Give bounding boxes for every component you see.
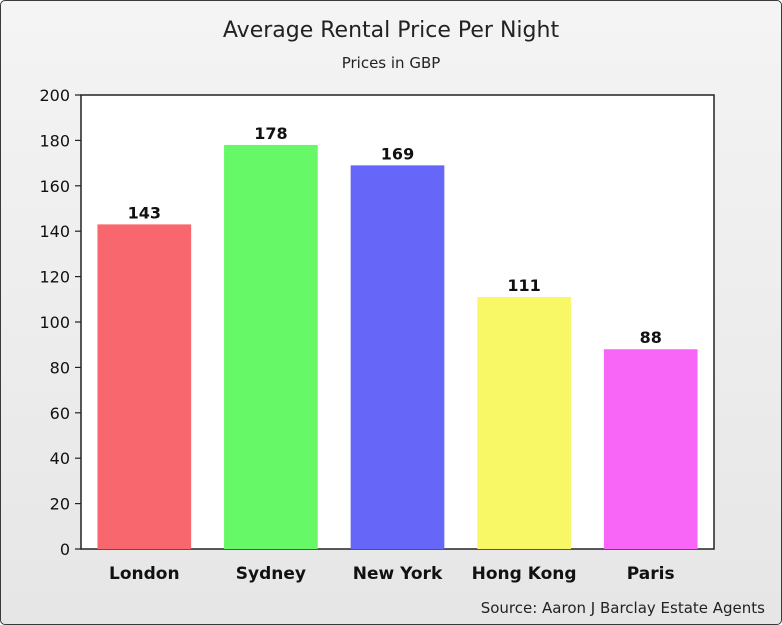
y-tick-label: 200	[39, 86, 70, 105]
y-tick-label: 0	[60, 540, 70, 559]
y-tick-label: 100	[39, 313, 70, 332]
y-tick-label: 180	[39, 131, 70, 150]
y-tick-label: 80	[50, 358, 70, 377]
y-tick-label: 140	[39, 222, 70, 241]
x-axis: London Sydney New York Hong Kong Paris	[109, 564, 675, 584]
bar	[350, 165, 445, 549]
chart-subtitle: Prices in GBP	[342, 54, 441, 72]
y-tick-label: 60	[50, 404, 70, 423]
chart-title: Average Rental Price Per Night	[223, 18, 560, 43]
y-axis: 0 20 40 60 80 100 120 140 160 180 200	[39, 86, 81, 559]
y-tick-label: 160	[39, 177, 70, 196]
data-label: 143	[128, 203, 161, 222]
x-tick-label: London	[109, 564, 180, 584]
data-label: 111	[507, 276, 540, 295]
x-tick-label: Paris	[627, 564, 675, 584]
x-tick-label: New York	[353, 564, 443, 584]
bar	[603, 349, 698, 549]
bar	[477, 297, 571, 549]
y-tick-label: 20	[50, 495, 70, 514]
data-label: 178	[254, 124, 287, 143]
bar	[224, 144, 318, 549]
y-tick-label: 40	[50, 449, 70, 468]
bar	[97, 224, 192, 549]
bar-series: 143 178 169 111 88	[97, 124, 698, 549]
x-tick-label: Sydney	[236, 564, 306, 584]
data-label: 169	[381, 144, 414, 163]
x-tick-label: Hong Kong	[472, 564, 577, 584]
data-label: 88	[640, 328, 662, 347]
source-note: Source: Aaron J Barclay Estate Agents	[481, 599, 765, 617]
y-tick-label: 120	[39, 268, 70, 287]
